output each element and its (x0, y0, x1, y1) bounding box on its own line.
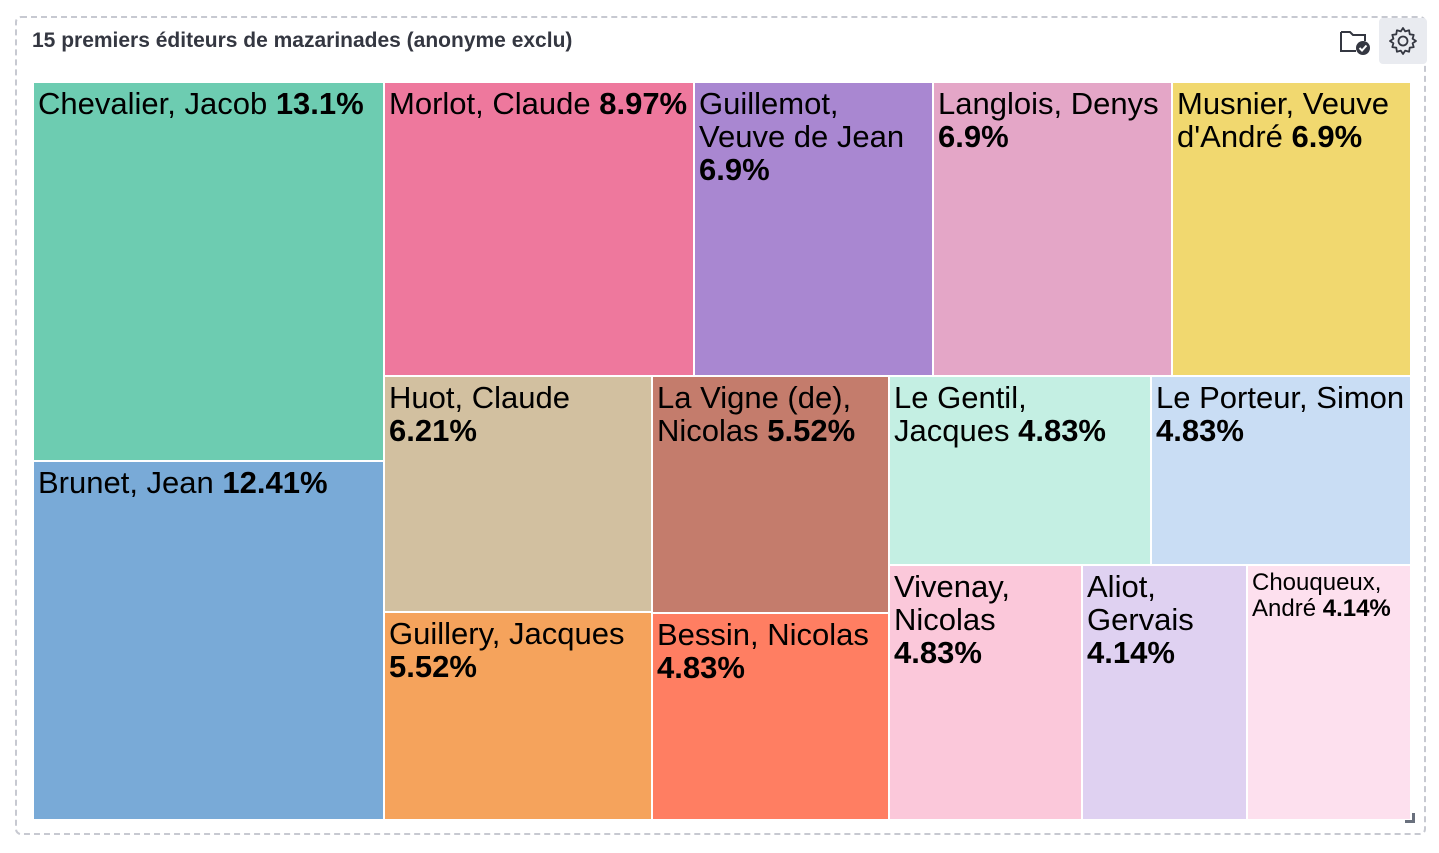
treemap-cell[interactable]: Le Gentil, Jacques 4.83% (889, 376, 1151, 565)
cell-name: Le Porteur, Simon (1156, 380, 1405, 415)
treemap-cell[interactable]: Chouqueux, André 4.14% (1247, 565, 1411, 820)
resize-handle[interactable] (1405, 813, 1415, 823)
treemap-cell-label: Langlois, Denys 6.9% (938, 87, 1167, 153)
cell-percentage: 4.83% (1018, 413, 1106, 449)
cell-percentage: 13.1% (275, 86, 364, 121)
cell-name: Chouqueux, André (1252, 569, 1382, 622)
cell-name: Chevalier, Jacob (38, 86, 268, 121)
treemap-cell[interactable]: Guillery, Jacques 5.52% (384, 612, 652, 820)
inspect-button[interactable] (1331, 18, 1379, 64)
cell-percentage: 4.83% (657, 650, 745, 686)
treemap-cell-label: La Vigne (de), Nicolas 5.52% (657, 381, 884, 447)
panel-title: 15 premiers éditeurs de mazarinades (ano… (32, 29, 573, 52)
treemap-cell[interactable]: Le Porteur, Simon 4.83% (1151, 376, 1411, 565)
panel-actions (1331, 18, 1427, 64)
cell-percentage: 5.52% (767, 413, 856, 449)
treemap-cell[interactable]: Musnier, Veuve d'André 6.9% (1172, 82, 1411, 376)
cell-name: Musnier, Veuve d'André (1177, 86, 1389, 155)
gear-icon (1389, 27, 1417, 55)
treemap-cell-label: Huot, Claude 6.21% (389, 381, 647, 447)
treemap-cell-label: Bessin, Nicolas 4.83% (657, 618, 884, 684)
cell-name: La Vigne (de), Nicolas (657, 380, 852, 449)
cell-name: Aliot, Gervais (1087, 569, 1194, 638)
treemap-cell[interactable]: Huot, Claude 6.21% (384, 376, 652, 612)
treemap-cell-label: Morlot, Claude 8.97% (389, 87, 689, 120)
cell-percentage: 4.83% (1156, 413, 1244, 449)
cell-name: Vivenay, Nicolas (894, 569, 1011, 638)
treemap-cell[interactable]: Aliot, Gervais 4.14% (1082, 565, 1247, 820)
cell-name: Morlot, Claude (389, 86, 591, 121)
cell-percentage: 6.9% (938, 119, 1009, 155)
treemap-cell-label: Guillemot, Veuve de Jean 6.9% (699, 86, 928, 188)
cell-percentage: 5.52% (389, 649, 477, 685)
cell-percentage: 6.21% (389, 413, 477, 449)
treemap-cell-label: Chouqueux, André 4.14% (1252, 570, 1406, 621)
cell-name: Guillery, Jacques (389, 616, 625, 651)
treemap-cell[interactable]: Guillemot, Veuve de Jean 6.9% (694, 82, 933, 376)
cell-name: Brunet, Jean (38, 465, 214, 500)
treemap-cell-label: Aliot, Gervais 4.14% (1087, 569, 1242, 671)
treemap-cell[interactable]: Morlot, Claude 8.97% (384, 82, 694, 376)
treemap-cell[interactable]: Chevalier, Jacob 13.1% (33, 82, 384, 461)
treemap-cell-label: Brunet, Jean 12.41% (38, 466, 379, 499)
treemap-cell-label: Chevalier, Jacob 13.1% (38, 87, 379, 120)
cell-percentage: 12.41% (222, 465, 328, 500)
cell-percentage: 8.97% (599, 86, 688, 121)
treemap-cell[interactable]: Vivenay, Nicolas 4.83% (889, 565, 1082, 820)
folder-check-icon (1340, 31, 1370, 55)
treemap-cell-label: Le Porteur, Simon 4.83% (1156, 381, 1406, 447)
treemap-cell[interactable]: Langlois, Denys 6.9% (933, 82, 1172, 376)
cell-name: Le Gentil, Jacques (894, 380, 1027, 449)
cell-percentage: 4.83% (894, 635, 982, 671)
treemap-cell-label: Guillery, Jacques 5.52% (389, 617, 647, 683)
treemap-cell[interactable]: Bessin, Nicolas 4.83% (652, 613, 889, 820)
treemap-cell[interactable]: La Vigne (de), Nicolas 5.52% (652, 376, 889, 613)
cell-percentage: 6.9% (1291, 119, 1363, 155)
settings-button[interactable] (1379, 18, 1427, 64)
treemap-cell-label: Le Gentil, Jacques 4.83% (894, 381, 1146, 447)
cell-name: Huot, Claude (389, 380, 570, 415)
treemap-cell-label: Vivenay, Nicolas 4.83% (894, 569, 1077, 671)
treemap-cell-label: Musnier, Veuve d'André 6.9% (1177, 87, 1406, 153)
cell-name: Langlois, Denys (938, 86, 1159, 121)
cell-name: Guillemot, Veuve de Jean (699, 86, 905, 155)
cell-percentage: 4.14% (1322, 594, 1391, 622)
cell-name: Bessin, Nicolas (657, 617, 869, 652)
cell-percentage: 4.14% (1087, 635, 1175, 671)
cell-percentage: 6.9% (699, 152, 770, 188)
treemap-cell[interactable]: Brunet, Jean 12.41% (33, 461, 384, 820)
